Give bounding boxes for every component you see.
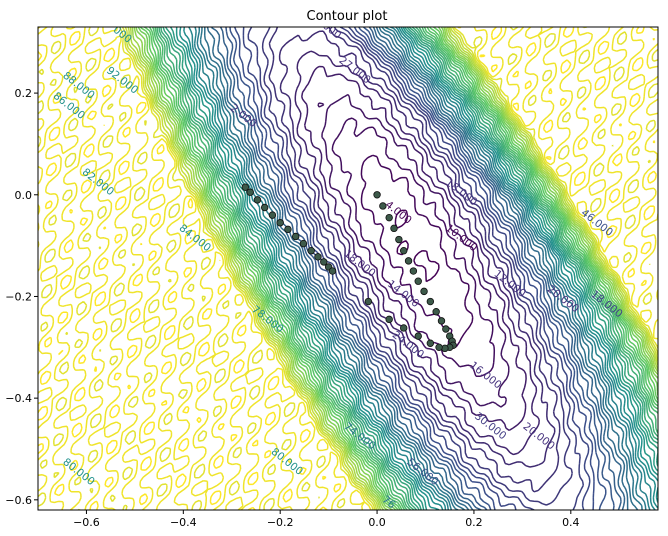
path-point [254, 197, 261, 204]
path-point [329, 268, 336, 275]
path-point [269, 212, 276, 219]
chart-title: Contour plot [307, 9, 388, 24]
path-point [285, 226, 292, 233]
x-tick-label: −0.2 [267, 516, 294, 529]
path-point [380, 203, 387, 210]
path-point [415, 278, 422, 285]
path-point [386, 214, 393, 221]
y-tick-label: 0.2 [15, 87, 33, 100]
x-tick-label: −0.6 [73, 516, 100, 529]
path-point [410, 268, 417, 275]
path-point [247, 189, 254, 196]
path-point [292, 233, 299, 240]
path-point [396, 236, 403, 243]
path-point [374, 191, 381, 198]
path-point [436, 344, 443, 351]
path-point [300, 240, 307, 247]
path-point [443, 326, 450, 333]
path-point [242, 184, 249, 191]
path-point [320, 259, 327, 266]
y-tick-label: −0.6 [5, 494, 32, 507]
path-point [261, 204, 268, 211]
path-point [277, 219, 284, 226]
path-point [365, 298, 372, 305]
x-tick-label: 0.2 [465, 516, 483, 529]
path-point [405, 258, 412, 265]
path-point [421, 288, 428, 295]
y-tick-label: 0.0 [15, 189, 33, 202]
path-point [391, 225, 398, 232]
path-point [427, 340, 434, 347]
y-tick-label: −0.4 [5, 392, 32, 405]
path-point [400, 325, 407, 332]
x-tick-label: 0.4 [562, 516, 580, 529]
path-point [438, 318, 445, 325]
path-point [427, 298, 434, 305]
path-point [308, 247, 315, 254]
x-tick-label: 0.0 [368, 516, 386, 529]
x-tick-label: −0.4 [170, 516, 197, 529]
y-tick-label: −0.2 [5, 290, 32, 303]
path-point [415, 333, 422, 340]
path-point [433, 308, 440, 315]
path-point [386, 316, 393, 323]
path-point [400, 247, 407, 254]
path-point [315, 254, 322, 261]
